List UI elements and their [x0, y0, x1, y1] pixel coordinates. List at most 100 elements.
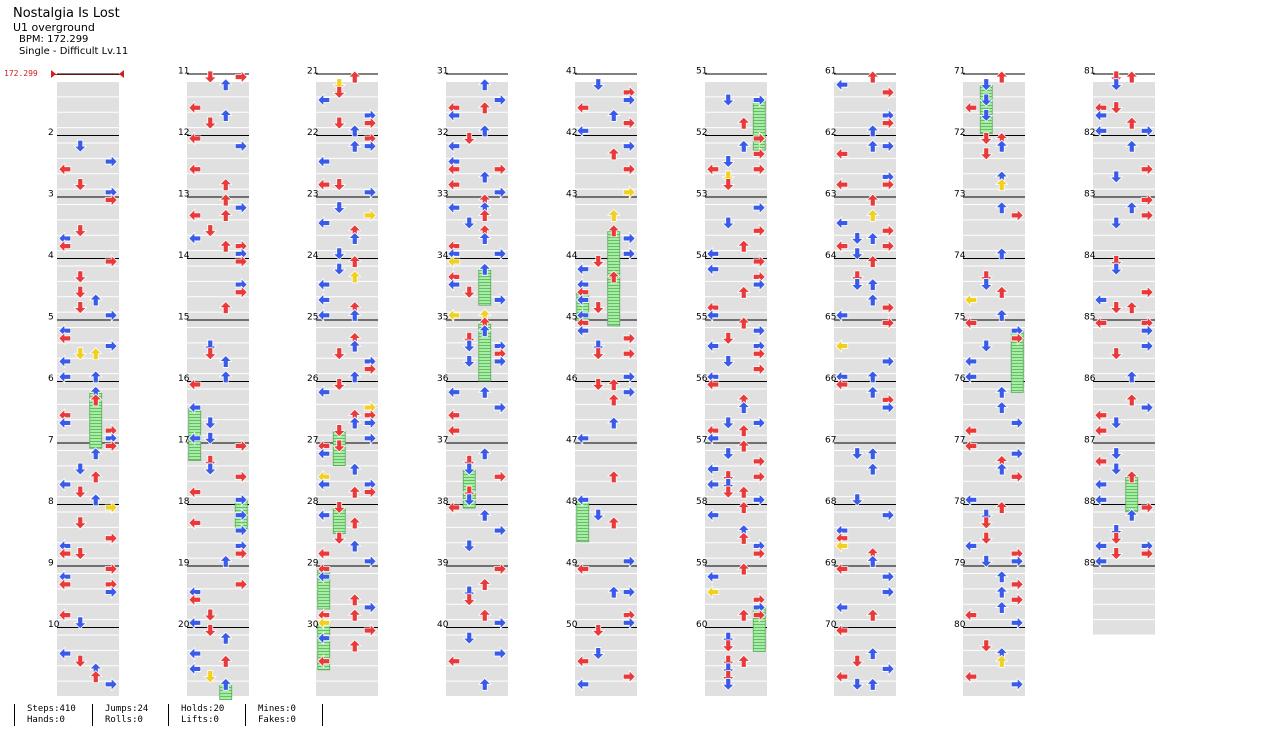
beat-band — [705, 543, 767, 558]
measure-number: 11 — [178, 67, 189, 77]
step-arrow-u — [347, 308, 362, 322]
step-arrow-u — [347, 539, 362, 553]
step-arrow-u — [347, 416, 362, 430]
step-arrow-l — [317, 292, 331, 307]
beat-band — [57, 527, 119, 543]
step-arrow-d — [979, 278, 994, 292]
beat-band — [575, 266, 637, 281]
step-arrow-u — [606, 516, 621, 530]
beat-band — [1093, 420, 1155, 435]
step-arrow-u — [606, 147, 621, 161]
step-arrow-l — [964, 608, 978, 623]
step-arrow-r — [622, 346, 636, 361]
step-arrow-r — [493, 185, 507, 200]
step-arrow-l — [317, 546, 331, 561]
step-arrow-r — [234, 439, 248, 453]
step-arrow-l — [188, 131, 202, 146]
step-arrow-d — [462, 539, 477, 553]
step-arrow-u — [218, 354, 233, 368]
step-arrow-d — [591, 255, 606, 269]
step-arrow-l — [1094, 454, 1108, 469]
step-arrow-d — [721, 662, 736, 676]
beat-band — [446, 666, 508, 681]
step-arrow-l — [576, 654, 590, 669]
step-arrow-r — [752, 323, 766, 338]
measure-number: 43 — [566, 190, 577, 200]
step-arrow-d — [462, 331, 477, 345]
step-arrow-u — [477, 231, 492, 245]
measure-number: 18 — [178, 497, 190, 507]
step-arrow-r — [1010, 577, 1024, 592]
step-arrow-u — [88, 447, 103, 461]
step-arrow-l — [835, 339, 849, 354]
step-arrow-d — [979, 78, 994, 92]
beat-band — [187, 574, 249, 589]
beat-band — [705, 281, 767, 297]
step-arrow-r — [622, 139, 636, 154]
beat-band — [187, 512, 249, 527]
beat-band — [575, 650, 637, 666]
step-arrow-d — [73, 462, 88, 476]
step-arrow-u — [347, 70, 362, 84]
beat-band — [963, 574, 1025, 589]
step-arrow-u — [606, 208, 621, 222]
measure-number: 12 — [178, 128, 189, 138]
beat-band — [187, 112, 249, 128]
measure-number: 46 — [566, 374, 578, 384]
beat-band — [187, 281, 249, 297]
step-arrow-u — [218, 631, 233, 645]
step-arrow-r — [493, 246, 507, 261]
measure-number: 9 — [48, 559, 54, 569]
beat-band — [316, 266, 378, 281]
step-arrow-l — [835, 77, 849, 92]
step-arrow-d — [462, 462, 477, 476]
step-arrow-l — [188, 592, 202, 607]
step-arrow-d — [591, 78, 606, 92]
step-arrow-l — [964, 538, 978, 553]
step-arrow-r — [622, 615, 636, 630]
measure-number: 19 — [178, 559, 190, 569]
step-arrow-l — [835, 177, 849, 192]
measure-number: 72 — [954, 128, 965, 138]
step-arrow-d — [332, 178, 347, 192]
step-arrow-r — [622, 385, 636, 400]
beat-band — [705, 650, 767, 666]
beat-band — [187, 328, 249, 343]
beat-band — [575, 404, 637, 420]
step-arrow-u — [865, 554, 880, 568]
beat-band — [1093, 97, 1155, 112]
step-arrow-d — [721, 677, 736, 691]
step-arrow-r — [1140, 193, 1154, 207]
beat-band — [834, 281, 896, 297]
step-arrow-r — [493, 400, 507, 415]
beat-band — [963, 451, 1025, 466]
step-arrow-l — [964, 492, 978, 507]
measure-number: 71 — [954, 67, 965, 77]
beat-band — [963, 328, 1025, 343]
beat-band — [963, 343, 1025, 358]
beat-band — [446, 420, 508, 435]
step-arrow-u — [347, 254, 362, 268]
measure-number: 16 — [178, 374, 190, 384]
step-arrow-u — [88, 347, 103, 361]
step-arrow-r — [234, 139, 248, 154]
step-arrow-r — [234, 546, 248, 561]
step-arrow-d — [462, 631, 477, 645]
step-arrow-u — [88, 493, 103, 507]
step-arrow-r — [104, 254, 118, 269]
step-arrow-u — [477, 447, 492, 461]
step-arrow-r — [881, 508, 895, 523]
step-arrow-r — [234, 508, 248, 523]
measure-number: 61 — [825, 67, 836, 77]
beat-band — [1093, 266, 1155, 281]
beat-band — [57, 328, 119, 343]
beat-band — [963, 266, 1025, 281]
beat-band — [575, 343, 637, 358]
step-arrow-r — [622, 331, 636, 346]
beat-band — [187, 481, 249, 497]
step-arrow-d — [591, 647, 606, 661]
beat-band — [963, 82, 1025, 97]
step-arrow-r — [622, 231, 636, 246]
beat-band — [1093, 604, 1155, 620]
step-arrow-r — [752, 277, 766, 292]
